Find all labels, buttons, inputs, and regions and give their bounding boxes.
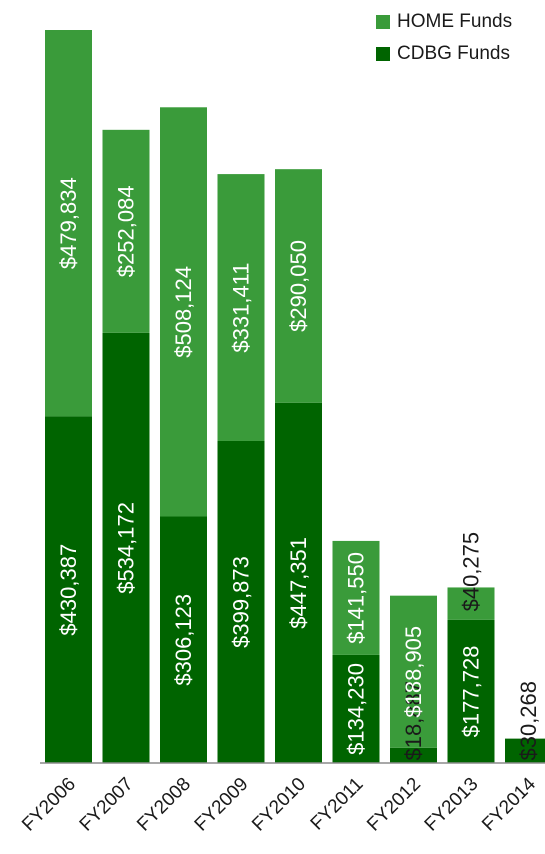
bar-home-fy2010 — [275, 169, 322, 403]
x-tick-fy2014: FY2014 — [478, 773, 540, 835]
bar-cdbg-fy2012 — [390, 747, 437, 763]
label-home-fy2011: $141,550 — [344, 552, 369, 644]
label-cdbg-fy2008: $306,123 — [171, 594, 196, 686]
x-tick-fy2006: FY2006 — [18, 774, 80, 836]
label-home-fy2007: $252,084 — [114, 185, 139, 277]
bar-cdbg-fy2009 — [217, 440, 265, 763]
label-home-fy2008: $508,124 — [171, 266, 196, 358]
bar-cdbg-fy2006 — [45, 416, 92, 763]
bar-cdbg-fy2013 — [447, 619, 495, 763]
bar-home-fy2011 — [332, 540, 380, 655]
x-tick-fy2011: FY2011 — [307, 774, 368, 835]
bar-cdbg-fy2008 — [160, 516, 207, 763]
label-home-fy2010: $290,050 — [286, 240, 311, 332]
label-home-fy2009: $331,411 — [229, 262, 254, 352]
bar-home-fy2007 — [102, 129, 150, 333]
bar-cdbg-fy2007 — [102, 332, 150, 763]
x-tick-fy2013: FY2013 — [421, 774, 483, 836]
legend-label-cdbg: CDBG Funds — [397, 42, 510, 64]
x-tick-labels-group: FY2006FY2007FY2008FY2009FY2010FY2011FY20… — [18, 773, 540, 835]
label-cdbg-fy2011: $134,230 — [344, 663, 369, 755]
bars-group — [45, 30, 545, 763]
bar-labels-group: $430,387 $479,834 $534,172 $252,084 $306,123… — [56, 177, 541, 760]
x-tick-fy2012: FY2012 — [363, 774, 425, 836]
bar-cdbg-fy2010 — [275, 402, 322, 763]
legend-label-home: HOME Funds — [397, 10, 513, 32]
label-cdbg-fy2007: $534,172 — [114, 502, 139, 594]
legend-swatch-cdbg — [376, 46, 390, 61]
label-cdbg-fy2013: $177,728 — [459, 646, 484, 738]
x-tick-fy2008: FY2008 — [133, 774, 195, 836]
label-cdbg-fy2009: $399,873 — [229, 556, 254, 648]
label-cdbg-fy2014: $30,268 — [516, 681, 541, 761]
x-tick-fy2007: FY2007 — [76, 774, 138, 836]
label-cdbg-fy2006: $430,387 — [56, 544, 81, 636]
x-tick-fy2009: FY2009 — [191, 774, 253, 836]
label-home-fy2013: $40,275 — [459, 532, 484, 612]
bar-home-fy2013 — [447, 587, 495, 620]
x-tick-fy2010: FY2010 — [248, 774, 310, 836]
bar-cdbg-fy2014 — [505, 738, 545, 763]
legend-swatch-home — [376, 14, 390, 29]
label-cdbg-fy2010: $447,351 — [286, 537, 311, 629]
legend-item-cdbg: CDBG Funds — [376, 40, 512, 67]
legend-item-home: HOME Funds — [376, 8, 512, 35]
label-cdbg-fy2012: $18,887 — [401, 681, 426, 761]
bar-home-fy2009 — [217, 174, 265, 441]
label-home-fy2006: $479,834 — [56, 177, 81, 269]
bar-cdbg-fy2011 — [332, 654, 380, 763]
bar-home-fy2008 — [160, 107, 207, 517]
legend: HOME Funds CDBG Funds — [376, 8, 512, 72]
bar-home-fy2006 — [45, 30, 92, 417]
label-home-fy2012: $188,905 — [401, 626, 426, 718]
bar-home-fy2012 — [390, 595, 437, 748]
